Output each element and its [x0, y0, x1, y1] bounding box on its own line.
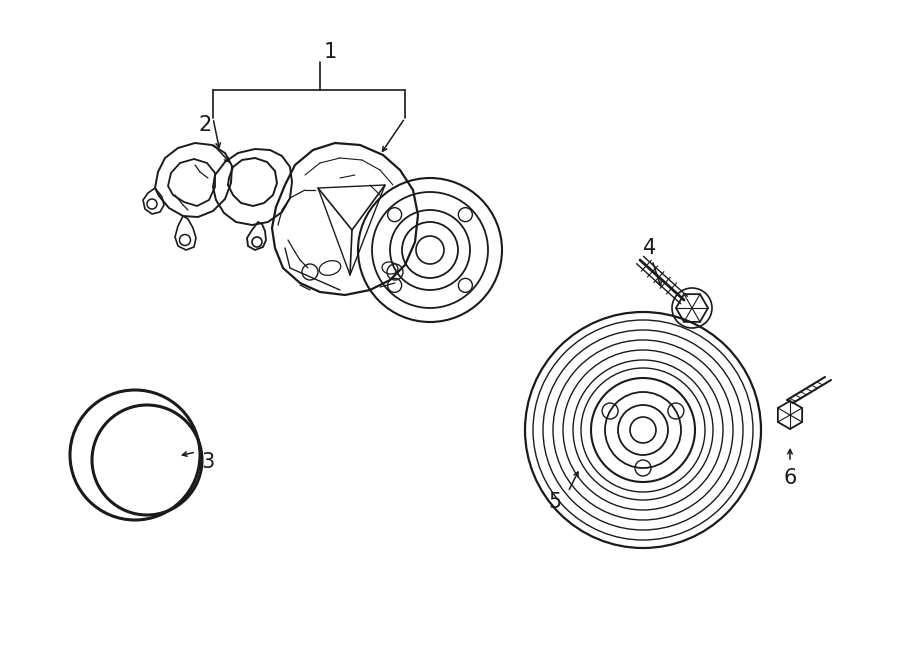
Text: 2: 2: [198, 115, 212, 135]
Text: 3: 3: [202, 452, 214, 472]
Text: 4: 4: [644, 238, 657, 258]
Text: 5: 5: [548, 492, 562, 512]
Text: 1: 1: [323, 42, 337, 62]
Text: 6: 6: [783, 468, 796, 488]
